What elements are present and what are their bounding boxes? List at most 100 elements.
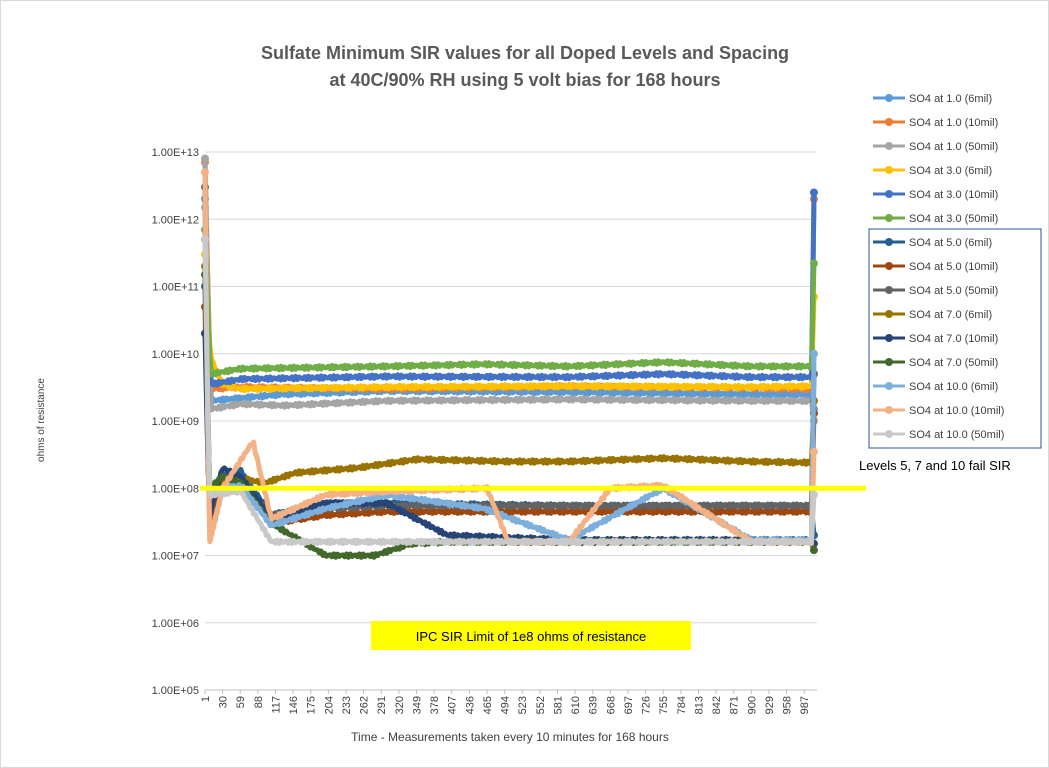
y-tick-label: 1.00E+11 <box>152 282 199 294</box>
x-tick-label: 842 <box>711 696 723 714</box>
legend-label: SO4 at 1.0 (10mil) <box>909 117 998 129</box>
series-end-point <box>810 188 818 196</box>
series-start-point <box>201 235 209 243</box>
series-line <box>205 187 814 516</box>
x-tick-label: 697 <box>623 696 635 714</box>
legend-label: SO4 at 5.0 (10mil) <box>909 261 998 273</box>
x-tick-label: 175 <box>306 696 318 714</box>
series-line <box>205 307 814 525</box>
legend-label: SO4 at 1.0 (50mil) <box>909 141 998 153</box>
series-start-point <box>201 168 209 176</box>
x-tick-label: 291 <box>376 696 388 714</box>
x-tick-label: 929 <box>764 696 776 714</box>
y-tick-label: 1.00E+13 <box>152 147 199 159</box>
x-tick-label: 987 <box>799 696 811 714</box>
legend-label: SO4 at 10.0 (50mil) <box>909 429 1004 441</box>
legend-swatch-marker <box>885 358 893 366</box>
y-axis-ticks: 1.00E+05 1.00E+06 1.00E+07 1.00E+08 1.00E+09… <box>152 147 199 697</box>
legend-label: SO4 at 3.0 (6mil) <box>909 165 992 177</box>
x-tick-label: 784 <box>676 696 688 714</box>
series-start-point <box>201 155 209 163</box>
x-tick-label: 813 <box>693 696 705 714</box>
x-tick-label: 610 <box>570 696 582 714</box>
legend-swatch-marker <box>885 382 893 390</box>
fail-note: Levels 5, 7 and 10 fail SIR <box>859 458 1011 473</box>
series-end-point <box>810 350 818 358</box>
x-tick-label: 59 <box>235 696 247 708</box>
series-lines <box>201 155 818 558</box>
x-tick-label: 494 <box>500 696 512 714</box>
x-tick-label: 523 <box>517 696 529 714</box>
series-line <box>205 230 814 375</box>
legend-label: SO4 at 3.0 (10mil) <box>909 189 998 201</box>
x-tick-label: 1 <box>200 696 212 702</box>
series-end-point <box>810 546 818 554</box>
x-tick-label: 958 <box>782 696 794 714</box>
chart-title-line-2: at 40C/90% RH using 5 volt bias for 168 … <box>329 70 720 90</box>
legend-label: SO4 at 7.0 (10mil) <box>909 333 998 345</box>
y-axis-title: ohms of resistance <box>36 378 47 462</box>
legend-swatch-marker <box>885 262 893 270</box>
legend-label: SO4 at 10.0 (10mil) <box>909 405 1004 417</box>
series-line <box>205 193 814 386</box>
legend-label: SO4 at 10.0 (6mil) <box>909 381 998 393</box>
x-tick-label: 639 <box>588 696 600 714</box>
legend-label: SO4 at 7.0 (6mil) <box>909 309 992 321</box>
legend-swatch-marker <box>885 430 893 438</box>
y-tick-label: 1.00E+06 <box>152 618 199 630</box>
x-tick-label: 436 <box>464 696 476 714</box>
legend-label: SO4 at 5.0 (50mil) <box>909 285 998 297</box>
x-tick-label: 262 <box>359 696 371 714</box>
legend-swatch-marker <box>885 334 893 342</box>
x-tick-label: 30 <box>218 696 230 708</box>
ipc-limit-label: IPC SIR Limit of 1e8 ohms of resistance <box>416 629 646 644</box>
x-tick-label: 146 <box>288 696 300 714</box>
x-tick-label: 465 <box>482 696 494 714</box>
x-tick-label: 204 <box>323 696 335 714</box>
y-tick-label: 1.00E+07 <box>152 551 199 563</box>
series-end-point <box>810 491 818 499</box>
legend-label: SO4 at 1.0 (6mil) <box>909 93 992 105</box>
legend-label: SO4 at 5.0 (6mil) <box>909 237 992 249</box>
legend-swatch-marker <box>885 118 893 126</box>
y-tick-label: 1.00E+12 <box>152 214 199 226</box>
chart-title-line-1: Sulfate Minimum SIR values for all Doped… <box>261 43 789 63</box>
x-axis-title: Time - Measurements taken every 10 minut… <box>351 730 669 744</box>
legend-swatch-marker <box>885 310 893 318</box>
legend-swatch-marker <box>885 286 893 294</box>
x-tick-label: 88 <box>253 696 265 708</box>
x-tick-label: 755 <box>658 696 670 714</box>
x-axis-ticks: 1 30 59 88 117 146 175 204 233 262 291 320 349 378 407… <box>200 690 811 714</box>
x-tick-label: 117 <box>270 696 282 714</box>
legend-label: SO4 at 3.0 (50mil) <box>909 213 998 225</box>
y-tick-label: 1.00E+08 <box>152 483 199 495</box>
x-tick-label: 349 <box>411 696 423 714</box>
series-line <box>205 162 814 390</box>
x-tick-label: 871 <box>729 696 741 714</box>
x-tick-label: 320 <box>394 696 406 714</box>
x-tick-label: 378 <box>429 696 441 714</box>
legend: SO4 at 1.0 (6mil) SO4 at 1.0 (10mil) SO4 a… <box>873 93 1004 441</box>
series-end-point <box>810 259 818 267</box>
x-tick-label: 668 <box>605 696 617 714</box>
series-line <box>205 287 814 536</box>
legend-swatch-marker <box>885 238 893 246</box>
y-tick-label: 1.00E+10 <box>152 349 199 361</box>
legend-swatch-marker <box>885 214 893 222</box>
x-tick-label: 726 <box>641 696 653 714</box>
series-end-point <box>810 448 818 456</box>
legend-swatch-marker <box>885 94 893 102</box>
legend-swatch-marker <box>885 142 893 150</box>
legend-swatch-marker <box>885 406 893 414</box>
x-tick-label: 552 <box>535 696 547 714</box>
x-tick-label: 900 <box>746 696 758 714</box>
legend-swatch-marker <box>885 166 893 174</box>
y-tick-label: 1.00E+09 <box>152 416 199 428</box>
x-tick-label: 233 <box>341 696 353 714</box>
legend-label: SO4 at 7.0 (50mil) <box>909 357 998 369</box>
legend-swatch-marker <box>885 190 893 198</box>
x-tick-label: 407 <box>447 696 459 714</box>
gridlines <box>205 152 817 690</box>
y-tick-label: 1.00E+05 <box>152 685 199 697</box>
